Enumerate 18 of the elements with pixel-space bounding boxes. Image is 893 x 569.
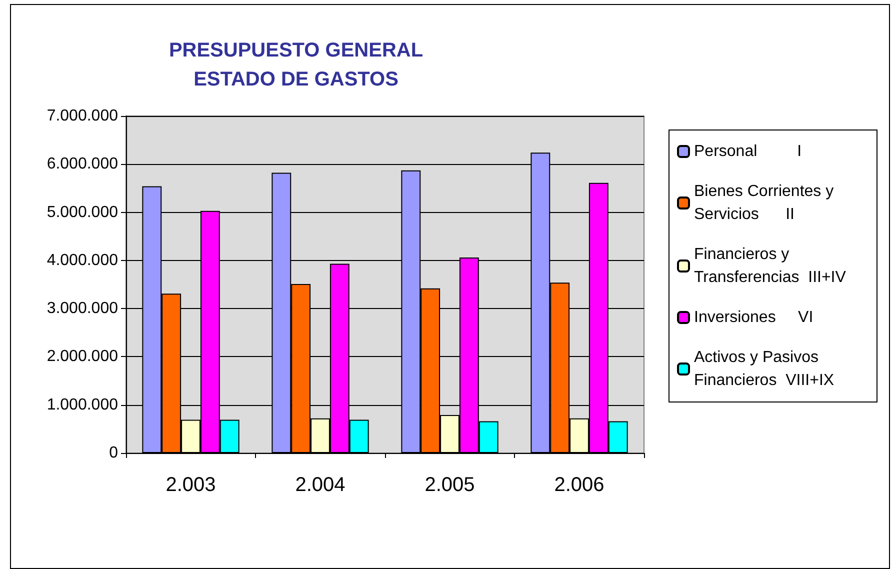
- y-tick-label: 0: [109, 444, 118, 462]
- y-tick-label: 4.000.000: [46, 252, 118, 269]
- y-tick-label: 3.000.000: [46, 300, 118, 318]
- legend-label: Bienes Corrientes y Servicios II: [694, 183, 838, 223]
- y-tick-label: 1.000.000: [46, 396, 118, 414]
- chart-title: PRESUPUESTO GENERAL ESTADO DE GASTOS: [168, 40, 424, 90]
- legend-label: Financieros y Transferencias III+IV: [694, 246, 846, 286]
- legend-label: Activos y Pasivos Financieros VIII+IX: [694, 349, 834, 389]
- y-tick-label: 2.000.000: [46, 348, 118, 366]
- legend-label: Inversiones VI: [694, 309, 814, 326]
- x-tick-label: 2.004: [295, 474, 346, 496]
- x-tick-label: 2.003: [166, 474, 216, 496]
- x-tick-label: 2.006: [554, 474, 604, 496]
- x-tick-label: 2.005: [424, 474, 475, 496]
- y-tick-label: 5.000.000: [46, 204, 118, 221]
- y-tick-label: 7.000.000: [46, 108, 118, 124]
- y-tick-label: 6.000.000: [46, 156, 118, 173]
- legend-label: Personal I: [694, 143, 802, 160]
